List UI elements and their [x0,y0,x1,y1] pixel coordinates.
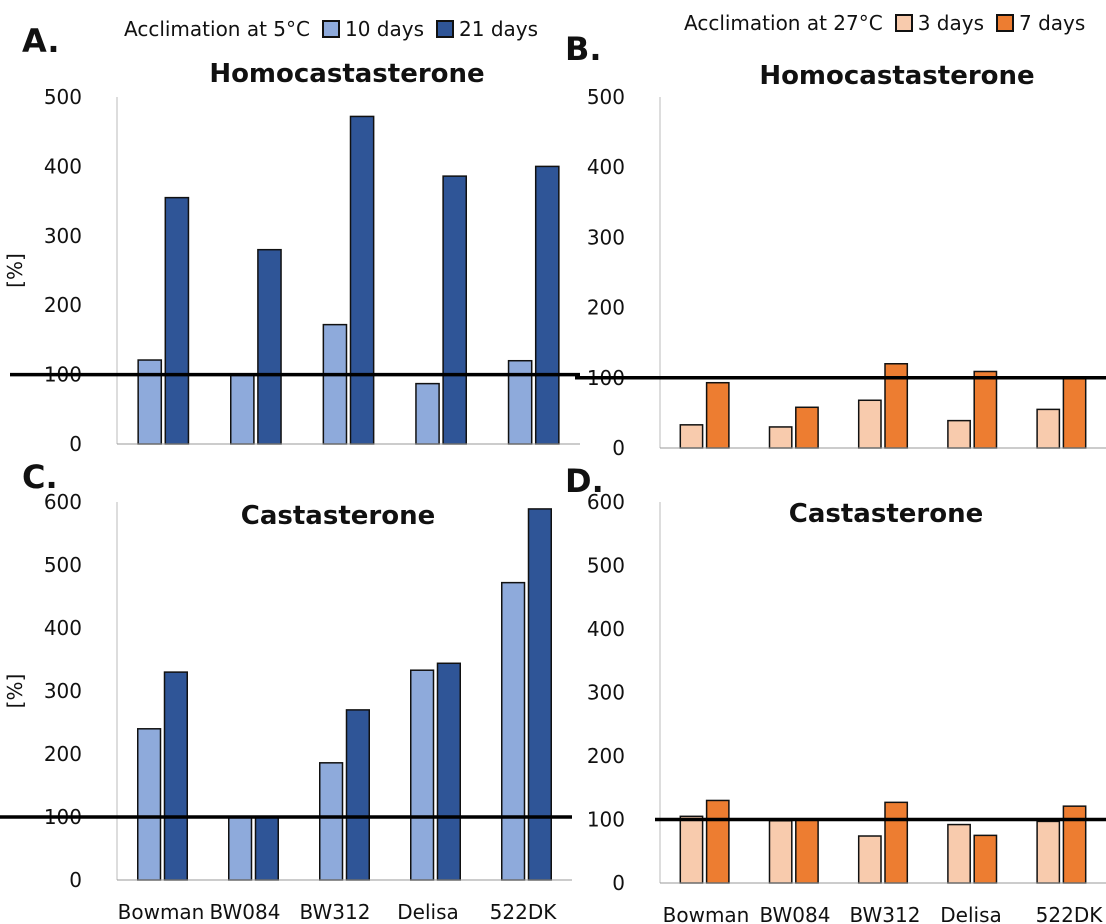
y-tick-label: 400 [44,154,82,178]
legend-label-3-days: 3 days [917,11,985,35]
bar-21-days-Delisa [442,175,468,445]
y-tick-label: 200 [44,293,82,317]
bar-7-days-BW312 [884,801,909,884]
y-tick-label: 0 [69,432,82,456]
y-tick-label: 0 [612,436,625,460]
x-tick-label: 522DK [1036,903,1104,924]
legend-swatch-21-days [436,20,455,38]
legend-swatch-7-days [996,14,1015,32]
legend-cold: Acclimation at 5°C 10 days 21 days [124,17,538,41]
bar-10-days-BW312 [322,323,348,445]
chart-title: Castasterone [241,501,435,531]
x-tick-label: Delisa [940,903,1002,924]
bar-10-days-Bowman [137,359,163,445]
y-tick-label: 500 [587,85,625,109]
bar-10-days-BW084 [228,816,253,881]
bar-7-days-Delisa [973,834,998,884]
x-tick-label: BW084 [760,903,831,924]
panel-label-a: A. [22,22,60,60]
bar-3-days-522DK [1036,408,1061,449]
x-tick-label: Delisa [397,900,459,924]
bar-7-days-522DK [1062,377,1087,449]
x-tick-label: BW084 [210,900,281,924]
y-tick-label: 500 [587,554,625,578]
y-tick-label: 300 [44,224,82,248]
bar-10-days-Bowman [137,728,162,881]
bar-3-days-Bowman [679,815,704,884]
y-tick-label: 300 [44,679,82,703]
bar-3-days-BW312 [857,399,882,449]
x-tick-label: BW312 [300,900,371,924]
x-tick-label: 522DK [490,900,558,924]
panel-label-c: C. [22,458,58,496]
x-tick-label: BW312 [850,903,921,924]
y-tick-label: 400 [44,616,82,640]
bar-21-days-522DK [534,165,560,445]
y-axis-label: [%] [3,674,27,709]
chart-title: Homocastasterone [209,59,484,89]
bar-7-days-522DK [1062,805,1087,884]
legend-label-10-days: 10 days [345,17,425,41]
y-tick-label: 600 [44,490,82,514]
bar-21-days-Bowman [164,196,190,445]
bar-21-days-522DK [527,508,552,881]
bar-3-days-522DK [1036,820,1061,884]
bar-7-days-Delisa [973,370,998,449]
x-tick-label: Bowman [663,903,750,924]
legend-label-7-days: 7 days [1019,11,1086,35]
bar-10-days-Delisa [410,669,435,881]
bar-3-days-Bowman [679,424,704,449]
bar-7-days-BW084 [795,818,819,884]
legend-warm: Acclimation at 27°C 3 days 7 days [684,11,1085,35]
bar-21-days-BW084 [257,248,282,445]
y-tick-label: 200 [44,742,82,766]
y-tick-label: 600 [587,490,625,514]
y-axis-label: [%] [3,253,27,288]
panel-label-b: B. [565,30,602,68]
y-tick-label: 500 [44,85,82,109]
bar-10-days-BW084 [230,374,255,445]
bar-10-days-Delisa [415,382,440,445]
y-tick-label: 500 [44,553,82,577]
y-tick-label: 200 [587,744,625,768]
bar-21-days-Delisa [436,662,461,881]
chart-title: Homocastasterone [759,61,1034,91]
legend-swatch-3-days [894,14,913,32]
y-tick-label: 300 [587,225,625,249]
bar-3-days-Delisa [947,823,971,884]
y-tick-label: 300 [587,681,625,705]
y-tick-label: 0 [69,868,82,892]
bar-3-days-BW312 [857,835,882,884]
bar-21-days-BW312 [349,115,375,445]
y-tick-label: 400 [587,617,625,641]
bar-21-days-BW084 [254,816,279,881]
x-tick-label: Bowman [118,900,205,924]
bar-10-days-BW312 [319,762,344,881]
chart-title: Castasterone [789,499,983,529]
y-tick-label: 200 [587,296,625,320]
bar-21-days-Bowman [163,671,188,881]
y-tick-label: 100 [587,808,625,832]
legend-cold-title: Acclimation at 5°C [124,17,310,41]
bar-10-days-522DK [501,581,526,881]
y-tick-label: 0 [612,871,625,895]
chart-d: 0 100 200 300 400 500 600 Castasterone Bowman BW0… [587,490,1106,924]
panel-label-d: D. [565,462,604,500]
y-tick-label: 400 [587,155,625,179]
legend-swatch-10-days [322,20,340,38]
bar-3-days-Delisa [947,419,971,449]
legend-label-21-days: 21 days [459,17,539,41]
bar-7-days-Bowman [705,799,730,884]
bar-7-days-BW084 [795,406,819,449]
bar-3-days-BW084 [768,426,793,449]
legend-warm-title: Acclimation at 27°C [684,11,883,35]
bar-3-days-BW084 [768,820,793,884]
bar-21-days-BW312 [345,709,370,881]
bar-7-days-Bowman [705,381,730,449]
